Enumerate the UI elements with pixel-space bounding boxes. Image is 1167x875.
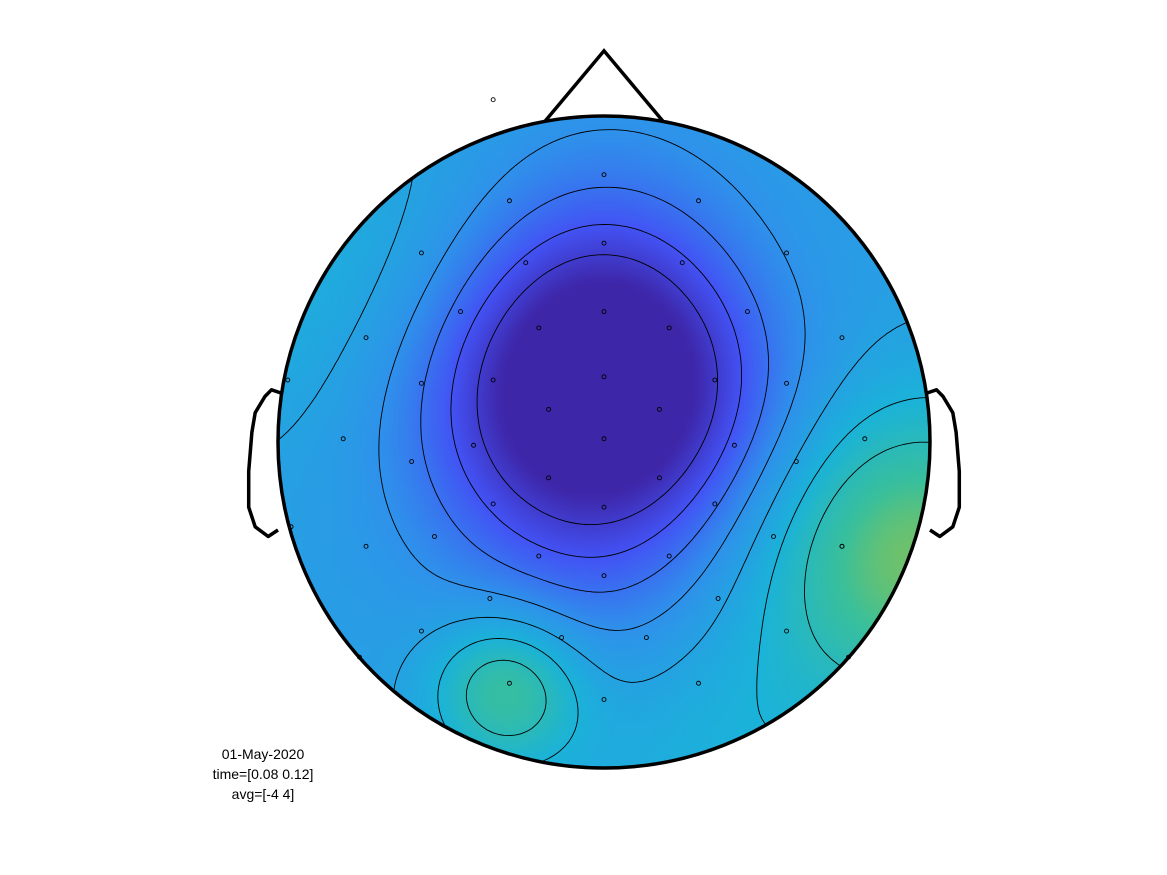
left-ear <box>246 388 282 539</box>
electrode-49 <box>643 635 649 641</box>
electrode-39 <box>771 534 776 539</box>
recording-date: 01-May-2020 <box>221 746 305 762</box>
electrode-9 <box>363 335 369 341</box>
electrode-32 <box>656 475 662 481</box>
scalp-field-heatmap <box>278 116 930 768</box>
nose <box>543 48 665 123</box>
electrode-47 <box>418 628 424 634</box>
electrode-1 <box>601 172 607 178</box>
electrode-16 <box>285 377 291 383</box>
contour-line-0 <box>476 254 719 526</box>
electrode-53 <box>696 680 701 686</box>
electrode-12 <box>601 309 607 315</box>
electrode-18 <box>490 377 496 383</box>
electrode-17 <box>418 380 424 386</box>
electrode-5 <box>523 260 529 266</box>
electrode-25 <box>471 442 477 448</box>
electrode-29 <box>409 459 415 465</box>
contour-line-4 <box>278 116 930 768</box>
electrode-55 <box>601 697 607 702</box>
electrode-19 <box>601 374 607 380</box>
right-ear <box>926 388 962 539</box>
time-window: time=[0.08 0.12] <box>212 766 314 782</box>
electrode-27 <box>731 442 737 448</box>
electrode-6 <box>601 240 607 246</box>
electrode-20 <box>712 377 718 383</box>
electrode-10 <box>458 309 464 315</box>
electrode-0 <box>490 97 496 103</box>
electrode-37 <box>363 543 369 549</box>
electrode-48 <box>559 635 565 641</box>
electrode-38 <box>432 534 437 539</box>
electrode-23 <box>656 406 662 412</box>
electrode-41 <box>839 543 845 549</box>
electrode-42 <box>536 553 542 559</box>
electrode-26 <box>601 436 607 442</box>
electrode-46 <box>715 596 721 601</box>
electrode-21 <box>784 380 790 386</box>
electrode-14 <box>744 309 750 315</box>
contour-line-2 <box>420 186 769 593</box>
electrode-50 <box>784 628 790 634</box>
electrode-22 <box>546 406 552 412</box>
electrode-13 <box>666 325 672 331</box>
electrode-34 <box>601 504 607 510</box>
electrode-markers <box>285 97 868 702</box>
electrode-4 <box>418 250 424 256</box>
electrode-35 <box>712 501 718 507</box>
electrode-31 <box>546 475 552 481</box>
average-range: avg=[-4 4] <box>231 786 295 802</box>
electrode-8 <box>784 250 790 256</box>
electrode-15 <box>839 335 845 341</box>
head-circle <box>276 114 932 770</box>
head-outline <box>246 48 962 770</box>
electrode-45 <box>487 596 493 601</box>
electrode-2 <box>507 198 512 204</box>
electrode-3 <box>696 198 701 204</box>
contour-line-1 <box>450 224 743 558</box>
electrode-7 <box>679 260 685 266</box>
electrode-11 <box>536 325 542 331</box>
contour-line-3 <box>378 129 806 631</box>
electrode-30 <box>793 459 799 465</box>
electrode-33 <box>490 501 496 507</box>
electrode-43 <box>666 553 672 559</box>
electrode-24 <box>340 436 346 442</box>
electrode-44 <box>601 573 607 579</box>
electrode-28 <box>862 436 868 442</box>
electrode-52 <box>507 680 512 686</box>
